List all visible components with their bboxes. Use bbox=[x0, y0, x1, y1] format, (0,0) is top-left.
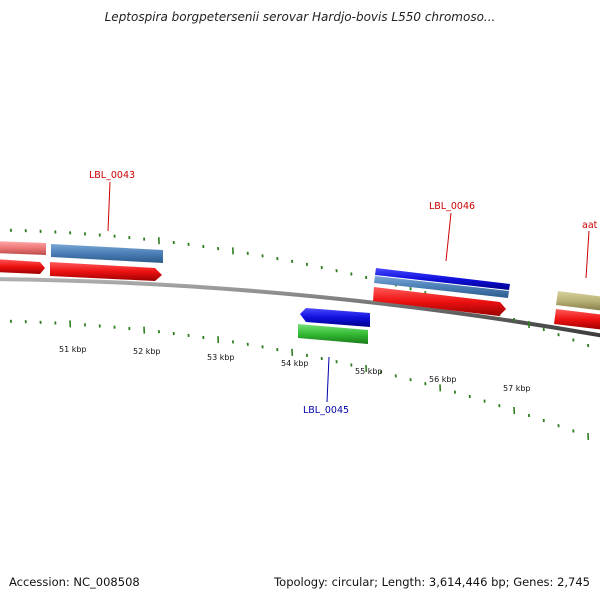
gene-label-lbl-0043[interactable]: LBL_0043 bbox=[89, 170, 135, 181]
leader-aat bbox=[586, 231, 589, 278]
gene-label-aat[interactable]: aat bbox=[582, 220, 598, 231]
accession-text: Accession: NC_008508 bbox=[9, 575, 140, 589]
tick-label-54kbp: 54 kbp bbox=[281, 359, 309, 368]
gene-label-lbl-0046[interactable]: LBL_0046 bbox=[429, 201, 475, 212]
leader-lbl-0043 bbox=[108, 182, 110, 231]
genome-summary-text: Topology: circular; Length: 3,614,446 bp… bbox=[274, 575, 590, 589]
tick-label-group: 51 kbp 52 kbp 53 kbp 54 kbp 55 kbp 56 kb… bbox=[59, 345, 531, 393]
tick-label-52kbp: 52 kbp bbox=[133, 347, 161, 356]
label-leaders bbox=[108, 182, 589, 402]
leader-lbl-0046 bbox=[446, 213, 451, 261]
gene-features bbox=[0, 241, 600, 344]
gene-label-group: LBL_0043 LBL_0045 LBL_0046 aat bbox=[89, 170, 598, 416]
leader-lbl-0045 bbox=[327, 357, 329, 402]
tick-label-57kbp: 57 kbp bbox=[503, 384, 531, 393]
inner-tick-track bbox=[0, 319, 588, 440]
cds-arrow-left[interactable] bbox=[0, 259, 45, 274]
tick-label-55kbp: 55 kbp bbox=[355, 367, 383, 376]
gene-feature-aat[interactable] bbox=[556, 291, 600, 311]
tick-label-56kbp: 56 kbp bbox=[429, 375, 457, 384]
gene-feature-lbl-0045[interactable] bbox=[300, 308, 370, 327]
page-title: Leptospira borgpetersenii serovar Hardjo… bbox=[0, 10, 600, 24]
tick-label-51kbp: 51 kbp bbox=[59, 345, 87, 354]
gene-label-lbl-0045[interactable]: LBL_0045 bbox=[303, 405, 349, 416]
cds-arrow-lbl-0043[interactable] bbox=[50, 262, 162, 281]
gene-feature-pink[interactable] bbox=[0, 241, 46, 255]
tick-label-53kbp: 53 kbp bbox=[207, 353, 235, 362]
cds-bar-lbl-0045[interactable] bbox=[298, 324, 368, 344]
gene-feature-lbl-0043[interactable] bbox=[51, 244, 163, 263]
